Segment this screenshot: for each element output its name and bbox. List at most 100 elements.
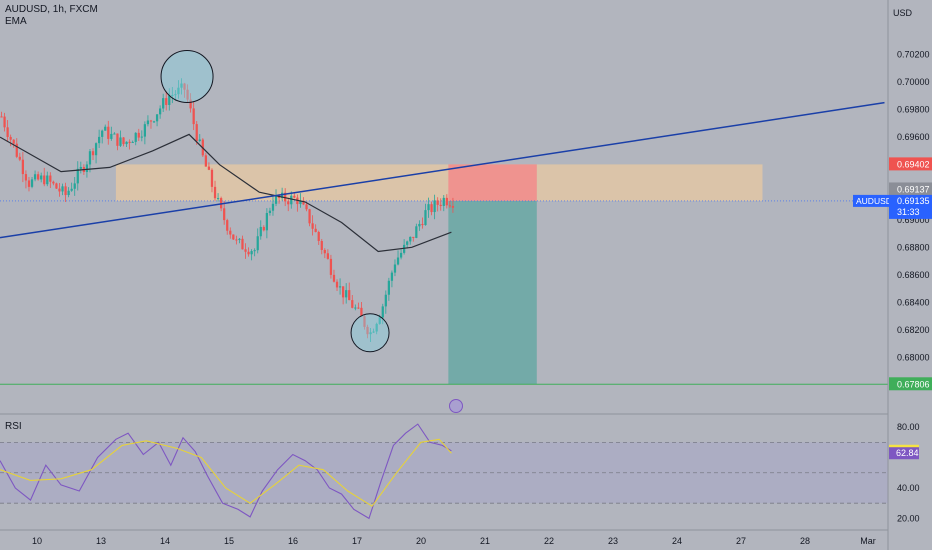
candle-body xyxy=(442,197,445,206)
candle-body xyxy=(140,136,143,138)
ema-indicator-label[interactable]: EMA xyxy=(5,16,27,27)
candle-body xyxy=(79,166,82,169)
candle-body xyxy=(329,258,333,275)
pair-price-label: 0.69135 xyxy=(897,196,930,206)
time-tick-label: 16 xyxy=(288,536,298,546)
price-tick-label: 0.68200 xyxy=(897,325,930,335)
candle-body xyxy=(320,240,323,250)
pair-badge-label: AUDUSD xyxy=(856,196,892,206)
candle-body xyxy=(338,286,342,288)
candle-body xyxy=(378,317,381,324)
candle-body xyxy=(332,274,336,282)
candle-body xyxy=(113,133,116,135)
candle-body xyxy=(159,108,162,115)
time-tick-label: 27 xyxy=(736,536,746,546)
candle-body xyxy=(232,234,235,240)
candle-body xyxy=(128,141,131,143)
candle-body xyxy=(110,133,113,139)
candle-body xyxy=(238,238,241,240)
candle-body xyxy=(3,116,6,128)
candle-body xyxy=(418,223,421,227)
time-tick-label: 28 xyxy=(800,536,810,546)
pair-badge-bg xyxy=(853,194,889,207)
pair-price-bg xyxy=(889,194,932,219)
candle-body xyxy=(311,223,314,229)
candle-body xyxy=(55,183,58,189)
candle-body xyxy=(189,99,192,109)
candle-body xyxy=(152,121,156,123)
rsi-tick-label: 40.00 xyxy=(897,483,920,493)
candle-body xyxy=(436,200,439,205)
price-tick-label: 0.68600 xyxy=(897,270,930,280)
price-tick-label: 0.68800 xyxy=(897,242,930,252)
position-target-area xyxy=(448,200,537,385)
target-price-label-bg xyxy=(889,377,932,391)
candle-body xyxy=(293,195,296,198)
candle-body xyxy=(448,205,451,207)
candle-body xyxy=(46,175,49,185)
currency-label: USD xyxy=(892,8,912,18)
candle-body xyxy=(177,87,180,95)
time-tick-label: 24 xyxy=(672,536,682,546)
candle-body xyxy=(107,126,110,139)
candle-body xyxy=(210,169,214,187)
candle-body xyxy=(342,286,345,298)
candle-body xyxy=(116,133,119,146)
time-tick-label: 13 xyxy=(96,536,106,546)
price-tick-label: 0.69600 xyxy=(897,132,930,142)
candle-body xyxy=(357,307,360,309)
position-stop-area xyxy=(448,164,537,201)
candle-body xyxy=(125,141,128,145)
candle-body xyxy=(213,186,217,199)
price-tick-label: 0.69000 xyxy=(897,215,930,225)
candle-body xyxy=(317,231,320,241)
candle-body xyxy=(67,190,70,196)
candle-body xyxy=(299,200,302,205)
candle-body xyxy=(302,200,305,205)
candle-body xyxy=(412,236,415,238)
candle-body xyxy=(186,89,189,100)
time-tick-label: 20 xyxy=(416,536,426,546)
candle-body xyxy=(381,306,384,318)
price-pane xyxy=(0,49,888,413)
symbol-title[interactable]: AUDUSD, 1h, FXCM xyxy=(5,4,98,15)
candle-body xyxy=(24,174,28,181)
candle-body xyxy=(229,230,232,235)
candle-body xyxy=(9,136,12,140)
candle-body xyxy=(396,257,400,265)
candle-body xyxy=(415,226,418,238)
candle-body xyxy=(451,205,455,208)
candle-body xyxy=(21,159,24,175)
time-tick-label: 17 xyxy=(352,536,362,546)
candle-body xyxy=(445,197,448,206)
candle-body xyxy=(351,300,354,308)
rsi-indicator-label[interactable]: RSI xyxy=(5,421,22,432)
candle-body xyxy=(284,192,287,202)
candle-body xyxy=(12,139,15,144)
candle-body xyxy=(168,95,171,105)
candle-body xyxy=(171,94,174,96)
candle-body xyxy=(372,331,375,333)
candle-body xyxy=(58,188,61,192)
candle-body xyxy=(403,244,406,253)
rsi-ma-line xyxy=(0,438,452,507)
trendline xyxy=(0,101,885,239)
candle-body xyxy=(18,156,21,160)
candle-body xyxy=(268,210,272,214)
candle-body xyxy=(134,132,137,142)
candle-body xyxy=(61,186,64,192)
candle-body xyxy=(162,98,165,109)
candle-body xyxy=(122,137,125,145)
candle-body xyxy=(137,132,140,138)
candle-body xyxy=(399,252,403,258)
rsi-tick-label: 80.00 xyxy=(897,422,920,432)
candle-body xyxy=(253,250,256,252)
candle-body xyxy=(308,209,311,224)
candle-body xyxy=(348,290,351,301)
candle-body xyxy=(98,136,101,144)
time-tick-label: 10 xyxy=(32,536,42,546)
candle-body xyxy=(354,307,357,309)
price-tick-label: 0.70000 xyxy=(897,77,930,87)
